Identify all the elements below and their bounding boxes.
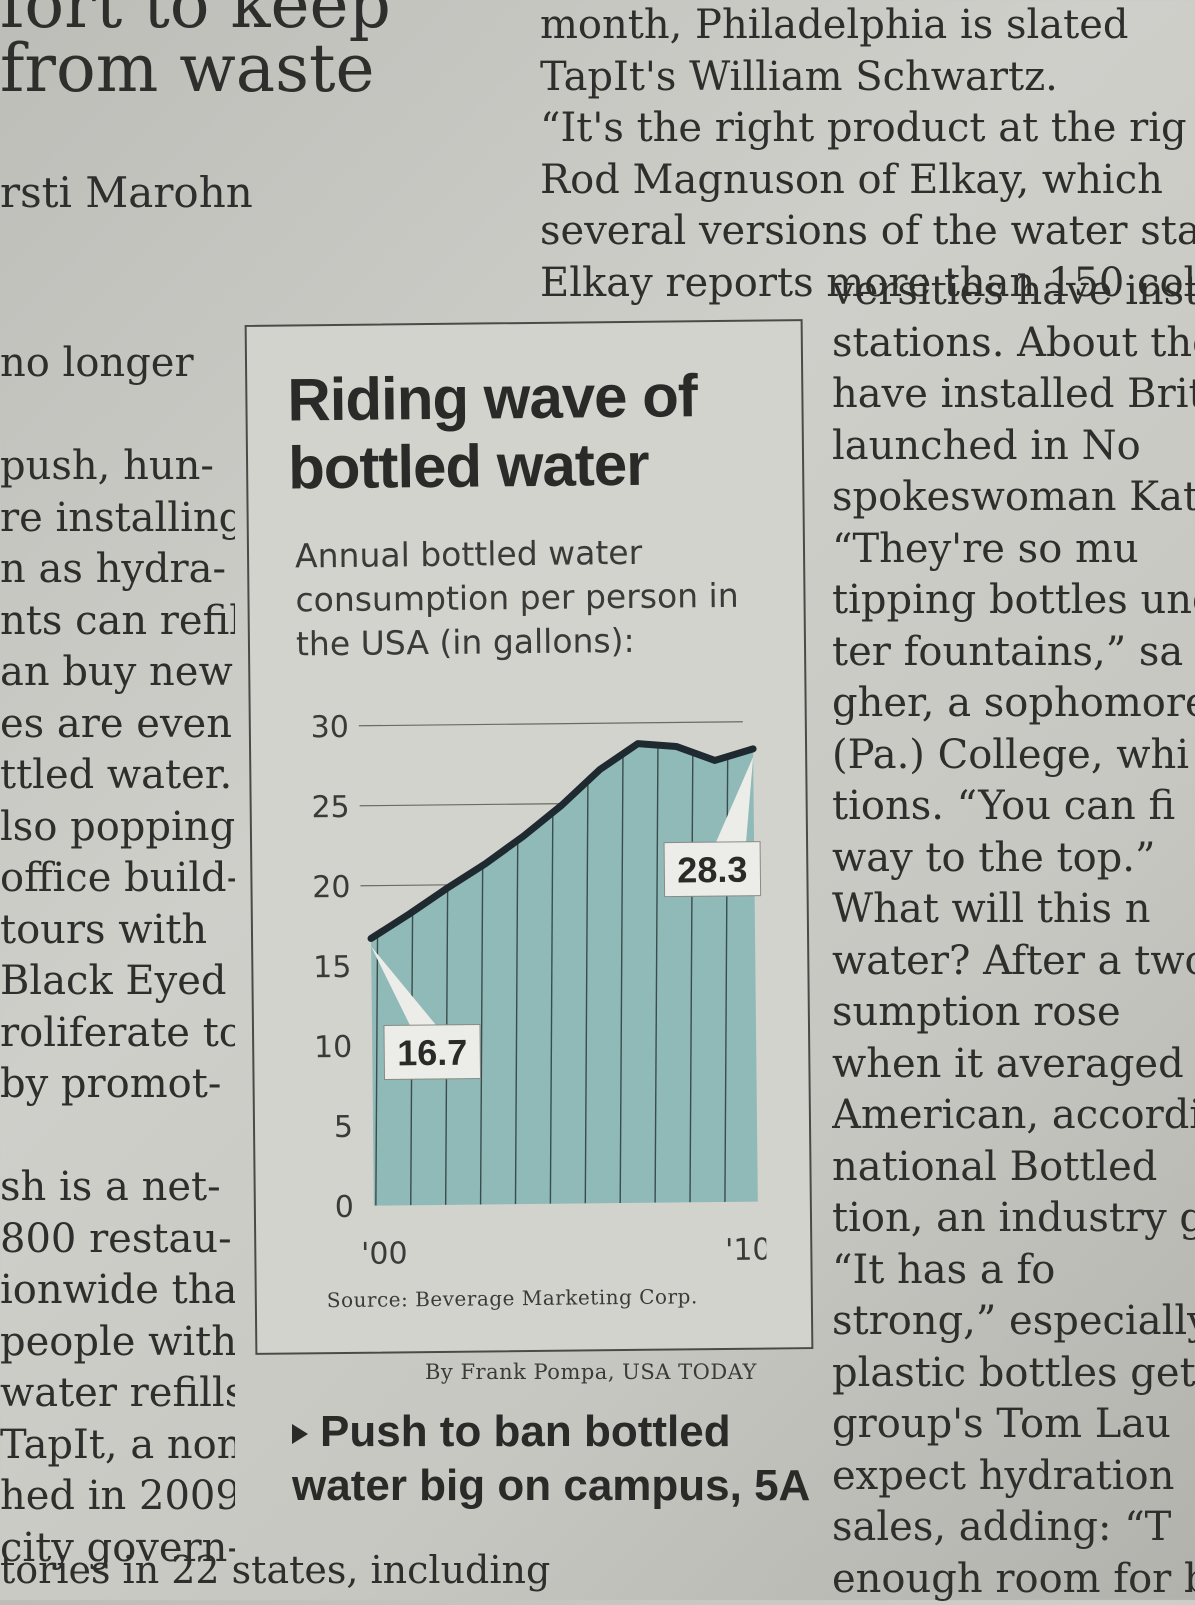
chart-box: Riding wave of bottled water Annual bott… xyxy=(245,319,814,1355)
chart-subtitle: Annual bottled water consumption per per… xyxy=(295,529,776,666)
headline-line-2: from waste xyxy=(0,30,375,107)
article-line: office build- xyxy=(0,853,235,905)
article-line: “They're so mu xyxy=(832,524,1195,576)
article-line: nts can refill xyxy=(0,596,235,648)
article-line: tion, an industry g xyxy=(832,1193,1195,1245)
y-tick-label: 20 xyxy=(312,870,351,905)
article-line: versities have insta xyxy=(832,266,1195,318)
article-line: strong,” especially xyxy=(832,1296,1195,1348)
article-line: no longer xyxy=(0,338,235,390)
x-tick-label: '10 xyxy=(725,1232,767,1267)
article-line: people with xyxy=(0,1317,235,1369)
article-line: American, accordi xyxy=(832,1090,1195,1142)
article-line: ionwide that xyxy=(0,1265,235,1317)
article-line: “It has a fo xyxy=(832,1245,1195,1297)
x-tick-label: '00 xyxy=(361,1236,408,1271)
y-tick-label: 30 xyxy=(310,710,349,745)
chart-title: Riding wave of bottled water xyxy=(287,361,788,502)
article-line: roliferate to xyxy=(0,1008,235,1060)
article-line: by promot- xyxy=(0,1059,235,1111)
article-line: TapIt's William Schwartz. xyxy=(540,52,1195,104)
article-line: push, hun- xyxy=(0,441,235,493)
article-line: lso popping xyxy=(0,802,235,854)
article-line: spokeswoman Kat xyxy=(832,472,1195,524)
byline: rsti Marohn xyxy=(0,168,253,217)
article-line xyxy=(0,1111,235,1163)
y-tick-label: 25 xyxy=(311,790,350,825)
article-line: Rod Magnuson of Elkay, which xyxy=(540,155,1195,207)
article-line: tions. “You can fi xyxy=(832,781,1195,833)
article-line: water refills. xyxy=(0,1368,235,1420)
article-line: tipping bottles und xyxy=(832,575,1195,627)
y-tick-label: 0 xyxy=(335,1190,354,1225)
area-fill xyxy=(369,742,758,1205)
article-line: gher, a sophomore xyxy=(832,678,1195,730)
bottom-line: tories in 22 states, including xyxy=(0,1548,550,1592)
article-line: tours with xyxy=(0,905,235,957)
article-line: plastic bottles get xyxy=(832,1348,1195,1400)
article-line: launched in No xyxy=(832,421,1195,473)
article-line: sumption rose xyxy=(832,987,1195,1039)
article-line: ttled water. xyxy=(0,750,235,802)
article-line: (Pa.) College, whi xyxy=(832,730,1195,782)
article-line: TapIt, a non- xyxy=(0,1420,235,1472)
teaser-link[interactable]: Push to ban bottled water big on campus,… xyxy=(292,1405,832,1513)
article-line: have installed Brit xyxy=(832,369,1195,421)
data-label: 28.3 xyxy=(677,849,748,891)
y-tick-label: 10 xyxy=(314,1030,353,1065)
area-chart: 0 5 10 15 20 25 30 '00 '10 16.7 28.3 xyxy=(281,702,767,1277)
article-line: What will this n xyxy=(832,884,1195,936)
article-line: sh is a net- xyxy=(0,1162,235,1214)
y-tick-label: 5 xyxy=(334,1110,353,1145)
article-line: an buy new xyxy=(0,647,235,699)
article-line: group's Tom Lau xyxy=(832,1399,1195,1451)
article-line: several versions of the water station xyxy=(540,206,1195,258)
chart-source: Source: Beverage Marketing Corp. xyxy=(327,1284,698,1312)
article-line: when it averaged xyxy=(832,1039,1195,1091)
teaser-text: Push to ban bottled water big on campus,… xyxy=(292,1407,810,1510)
gridline xyxy=(359,722,743,726)
chart-credit: By Frank Pompa, USA TODAY xyxy=(425,1360,757,1384)
article-line: sales, adding: “T xyxy=(832,1502,1195,1554)
article-line: way to the top.” xyxy=(832,833,1195,885)
triangle-right-icon xyxy=(292,1424,308,1444)
article-line: enough room for both.” xyxy=(832,1554,1195,1605)
article-line: ter fountains,” sa xyxy=(832,627,1195,679)
article-line: expect hydration xyxy=(832,1451,1195,1503)
article-line: water? After a two xyxy=(832,936,1195,988)
article-line: es are even xyxy=(0,699,235,751)
article-line: “It's the right product at the rig xyxy=(540,103,1195,155)
data-label: 16.7 xyxy=(397,1032,468,1074)
article-line: Black Eyed xyxy=(0,956,235,1008)
article-line: national Bottled xyxy=(832,1142,1195,1194)
article-line: month, Philadelphia is slated xyxy=(540,0,1195,52)
article-line: hed in 2009, xyxy=(0,1471,235,1523)
article-line: 800 restau- xyxy=(0,1214,235,1266)
article-line: stations. About the xyxy=(832,318,1195,370)
article-line xyxy=(0,390,235,442)
article-line: re installing xyxy=(0,493,235,545)
y-tick-label: 15 xyxy=(313,950,352,985)
article-line: n as hydra- xyxy=(0,544,235,596)
